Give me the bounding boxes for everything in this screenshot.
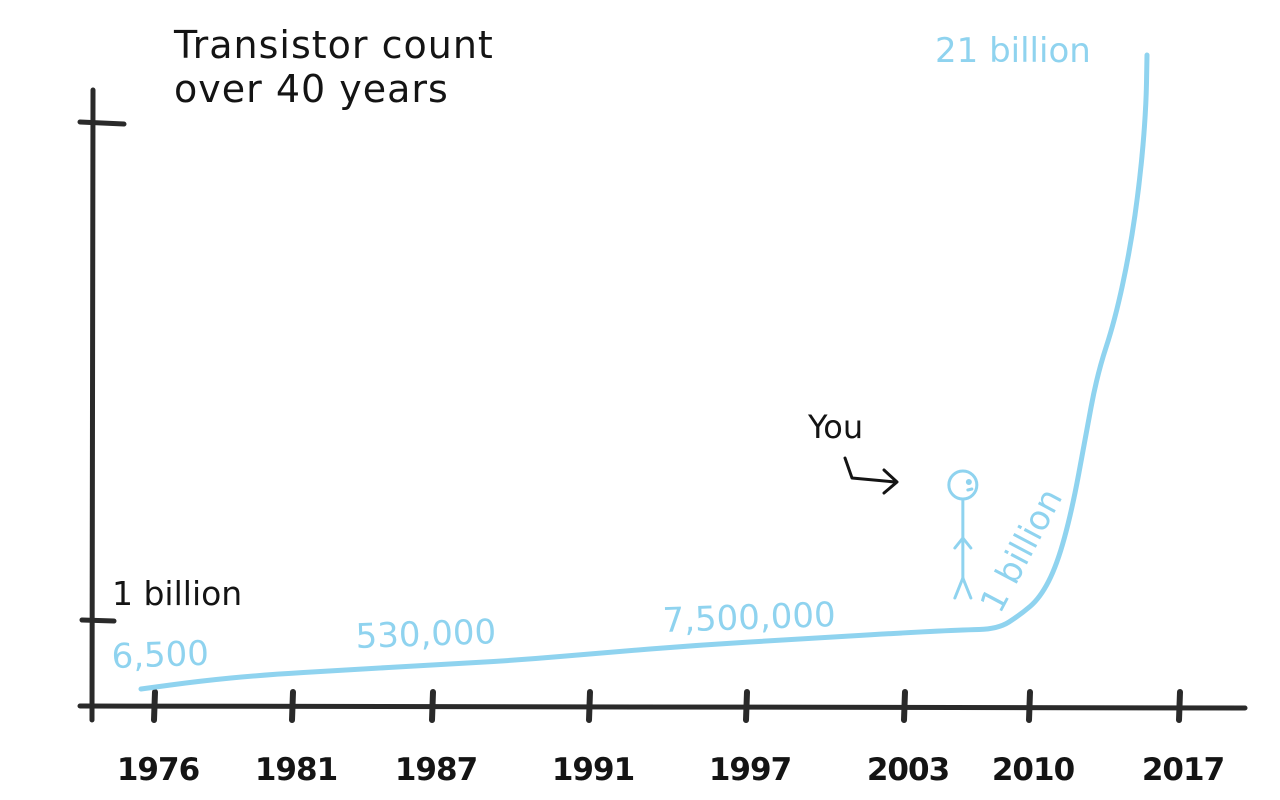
- y-axis-line: [89, 87, 96, 723]
- point-label: 6,500: [111, 634, 210, 677]
- x-axis-line: [77, 703, 1248, 711]
- series-line: [138, 52, 1150, 692]
- chart-axes: 1 billion 1976 1981 1987 1991 1997 2003 2010 201…: [77, 87, 1248, 788]
- x-tick-mark: [1026, 689, 1033, 723]
- x-tick-mark: [429, 689, 436, 723]
- x-tick-mark: [1176, 689, 1183, 723]
- point-label: 21 billion: [935, 31, 1091, 71]
- x-tick-mark: [151, 689, 158, 723]
- x-tick-mark: [289, 689, 296, 723]
- series-layer: [138, 52, 1150, 692]
- y-tick-1-billion: [79, 617, 117, 624]
- chart-title-line-2: over 40 years: [174, 67, 449, 111]
- x-tick-label: 2003: [867, 752, 949, 788]
- arrow-icon: [843, 456, 899, 495]
- x-tick-mark: [743, 689, 750, 723]
- point-label: 7,500,000: [662, 595, 836, 641]
- x-tick-label: 1987: [395, 752, 477, 788]
- chart-title-line-1: Transistor count: [173, 23, 494, 67]
- annotation-layer: You: [807, 408, 979, 600]
- y-tick-label: 1 billion: [112, 574, 242, 613]
- point-label: 530,000: [355, 612, 497, 657]
- labels-layer: 6,500 530,000 7,500,000 1 billion 21 billion: [111, 31, 1091, 677]
- x-tick-label: 1981: [255, 752, 337, 788]
- you-annotation-label: You: [807, 408, 863, 446]
- x-tick-label: 1976: [117, 752, 199, 788]
- x-tick-mark: [586, 689, 593, 723]
- y-tick-top: [77, 119, 127, 127]
- x-tick-label: 2010: [992, 752, 1075, 788]
- x-tick-mark: [901, 689, 908, 723]
- point-label: 1 billion: [973, 482, 1071, 619]
- x-tick-label: 1991: [552, 752, 634, 788]
- x-tick-label: 1997: [709, 752, 791, 788]
- x-tick-label: 2017: [1142, 752, 1224, 788]
- stick-figure-icon: [947, 469, 979, 600]
- chart-title: Transistor count over 40 years: [173, 23, 494, 111]
